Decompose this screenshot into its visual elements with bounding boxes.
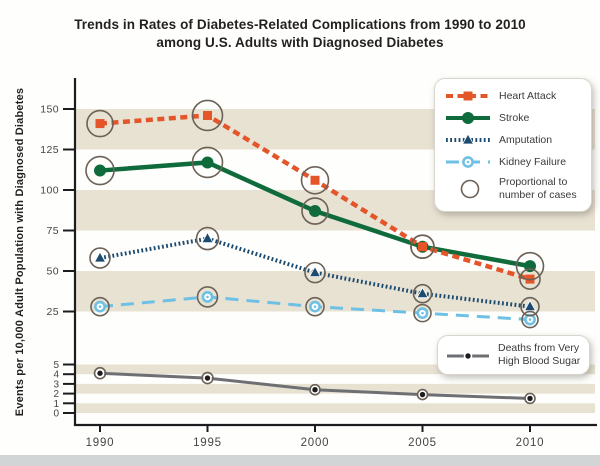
- deaths-line-icon: [446, 348, 490, 362]
- legend-label-proportional: Proportional to number of cases: [499, 176, 577, 201]
- legend-item-proportional: Proportional to number of cases: [445, 173, 583, 205]
- x-axis-ticks: 1990 1995 2000 2005 2010: [86, 425, 545, 449]
- series-amputation: [93, 231, 537, 312]
- svg-text:2010: 2010: [516, 437, 545, 449]
- heart-attack-line-icon: [445, 88, 491, 104]
- legend-label-kidney-failure: Kidney Failure: [499, 156, 567, 168]
- legend-label-deaths: Deaths from Very High Blood Sugar: [498, 342, 581, 367]
- amputation-line-icon: [445, 132, 491, 148]
- svg-text:25: 25: [47, 306, 59, 318]
- page-title-line1: Trends in Rates of Diabetes-Related Comp…: [74, 17, 526, 32]
- legend-label-heart-attack: Heart Attack: [499, 90, 557, 102]
- svg-text:2000: 2000: [301, 437, 330, 449]
- svg-text:3: 3: [53, 379, 59, 390]
- legend-item-amputation: Amputation: [445, 129, 583, 151]
- svg-text:4: 4: [53, 370, 59, 381]
- svg-text:75: 75: [47, 225, 59, 237]
- proportional-circle-icon: [445, 178, 491, 200]
- bottom-edge-strip: [0, 455, 600, 466]
- svg-text:2: 2: [53, 389, 59, 400]
- svg-text:5: 5: [53, 360, 59, 371]
- svg-text:2005: 2005: [408, 437, 437, 449]
- series-kidney-failure: [94, 291, 536, 326]
- svg-text:125: 125: [40, 144, 59, 156]
- page-title-line2: among U.S. Adults with Diagnosed Diabete…: [156, 35, 444, 50]
- svg-text:50: 50: [47, 266, 59, 278]
- svg-text:1: 1: [53, 399, 59, 410]
- svg-text:1990: 1990: [86, 437, 115, 449]
- legend-item-kidney-failure: Kidney Failure: [445, 151, 583, 173]
- legend-box: Heart Attack Stroke Amputation Kidney Fa…: [434, 78, 592, 212]
- case-proportional-circles: [85, 99, 545, 405]
- legend-item-heart-attack: Heart Attack: [445, 85, 583, 107]
- legend-label-amputation: Amputation: [499, 134, 553, 146]
- page-title: Trends in Rates of Diabetes-Related Comp…: [0, 16, 600, 52]
- svg-text:1995: 1995: [193, 437, 222, 449]
- axes: [73, 78, 597, 427]
- svg-text:100: 100: [40, 185, 59, 197]
- stroke-line-icon: [445, 110, 491, 126]
- kidney-failure-line-icon: [445, 154, 491, 170]
- legend-item-stroke: Stroke: [445, 107, 583, 129]
- deaths-legend-box: Deaths from Very High Blood Sugar: [437, 335, 590, 375]
- series-deaths-from-very-high-blood-sugar: [95, 368, 535, 403]
- legend-label-stroke: Stroke: [499, 112, 530, 124]
- svg-text:0: 0: [53, 409, 59, 420]
- svg-text:150: 150: [40, 104, 59, 116]
